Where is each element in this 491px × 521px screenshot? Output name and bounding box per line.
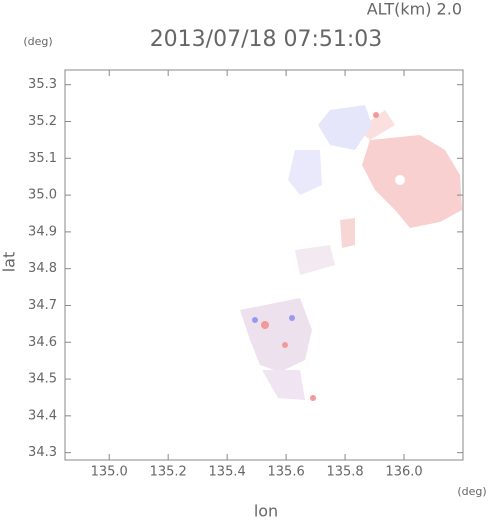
x-tick-label: 135.4 — [209, 465, 246, 480]
y-tick-label: 34.4 — [28, 408, 57, 423]
echo — [261, 321, 269, 329]
y-tick-label: 35.0 — [28, 188, 57, 203]
echo — [295, 245, 335, 275]
y-tick-label: 34.3 — [28, 445, 57, 460]
x-tick-label: 135.8 — [326, 465, 363, 480]
plot-frame — [64, 69, 464, 461]
radar-echoes — [240, 105, 462, 401]
y-tick-label: 34.8 — [28, 261, 57, 276]
echo — [310, 395, 316, 401]
y-tick-label: 35.2 — [28, 114, 57, 129]
echo — [262, 370, 305, 400]
y-unit: (deg) — [23, 35, 52, 48]
altitude-annotation: ALT(km) 2.0 — [367, 0, 462, 19]
x-unit: (deg) — [457, 485, 486, 498]
echo — [373, 112, 379, 118]
echo — [340, 218, 355, 248]
echo — [289, 315, 295, 321]
echo — [252, 317, 258, 323]
echo — [358, 110, 395, 140]
y-tick-label: 34.9 — [28, 224, 57, 239]
y-tick-label: 35.3 — [28, 77, 57, 92]
x-tick-label: 135.6 — [268, 465, 305, 480]
echo — [240, 298, 312, 372]
x-tick-label: 136.0 — [385, 465, 422, 480]
echo — [282, 342, 288, 348]
echo — [288, 150, 322, 195]
echo — [362, 135, 462, 228]
y-tick-label: 34.7 — [28, 298, 57, 313]
echo-gap — [395, 175, 405, 185]
y-tick-label: 35.1 — [28, 151, 57, 166]
x-tick-label: 135.2 — [150, 465, 187, 480]
x-tick-label: 135.0 — [91, 465, 128, 480]
echo — [318, 105, 372, 150]
y-axis-label: lat — [0, 252, 19, 273]
y-tick-label: 34.5 — [28, 372, 57, 387]
x-axis-label: lon — [254, 502, 278, 521]
chart-title: 2013/07/18 07:51:03 — [150, 27, 383, 52]
y-tick-label: 34.6 — [28, 335, 57, 350]
